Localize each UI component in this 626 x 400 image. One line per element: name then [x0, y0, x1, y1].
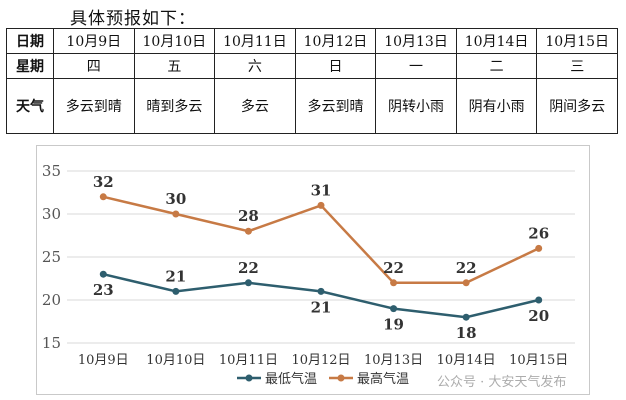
weather-cell: 晴到多云: [133, 78, 216, 134]
date-cell: 10月11日: [214, 28, 296, 54]
data-label: 18: [456, 324, 477, 342]
watermark-text: 公众号 · 大安天气发布: [437, 374, 566, 390]
x-tick-label: 10月10日: [146, 353, 205, 368]
weekday-cell: 三: [536, 53, 618, 79]
weather-cell: 阴转小雨: [375, 78, 457, 134]
chart-svg: 15 20 25 30 35 10月9日 10月10日 10月11日 10月12日 10月13日 1…: [42, 162, 575, 390]
y-tick-label: 15: [42, 334, 61, 352]
data-point: [535, 244, 543, 252]
weekday-cell: 五: [133, 53, 216, 79]
y-tick-label: 35: [42, 162, 61, 180]
x-tick-label: 10月12日: [291, 353, 350, 368]
x-tick-label: 10月13日: [364, 353, 423, 368]
data-label: 19: [383, 316, 404, 334]
data-label: 30: [165, 190, 186, 208]
data-label: 26: [528, 224, 549, 242]
row-header-date: 日期: [6, 28, 54, 54]
intro-text: 具体预报如下：: [70, 9, 196, 29]
data-label: 22: [456, 259, 477, 277]
series-lines: [99, 193, 543, 321]
data-label: 22: [238, 259, 259, 277]
weekday-cell: 日: [294, 53, 377, 79]
weekday-row: 星期 四 五 六 日 一 二 三: [6, 53, 618, 79]
data-point: [99, 270, 107, 278]
data-label: 31: [311, 181, 332, 199]
weather-cell: 阴间多云: [536, 78, 618, 134]
weather-cell: 多云: [214, 78, 296, 134]
legend-label: 最高气温: [357, 371, 409, 387]
data-point: [390, 279, 398, 287]
date-cell: 10月14日: [455, 28, 538, 54]
data-point: [244, 279, 252, 287]
data-point: [99, 193, 107, 201]
weekday-cell: 二: [455, 53, 538, 79]
x-tick-label: 10月11日: [219, 353, 278, 368]
y-tick-label: 25: [42, 248, 61, 266]
weather-cell: 阴有小雨: [455, 78, 538, 134]
x-tick-label: 10月9日: [78, 353, 129, 368]
weekday-cell: 四: [53, 53, 135, 79]
date-cell: 10月12日: [294, 28, 377, 54]
data-label: 20: [528, 307, 549, 325]
date-cell: 10月15日: [536, 28, 618, 54]
weather-cell: 多云到晴: [53, 78, 135, 134]
forecast-table: 日期 10月9日 10月10日 10月11日 10月12日 10月13日 10月…: [6, 28, 618, 134]
data-label: 21: [311, 298, 332, 316]
data-label: 22: [383, 259, 404, 277]
data-point: [390, 305, 398, 313]
y-tick-label: 20: [42, 291, 61, 309]
weather-cell: 多云到晴: [294, 78, 377, 134]
data-label: 23: [93, 281, 114, 299]
data-label: 28: [238, 207, 259, 225]
data-point: [462, 279, 470, 287]
date-cell: 10月10日: [133, 28, 216, 54]
weekday-cell: 一: [375, 53, 457, 79]
temperature-chart: 15 20 25 30 35 10月9日 10月10日 10月11日 10月12日 10月13日 1…: [36, 145, 590, 395]
date-cell: 10月9日: [53, 28, 135, 54]
data-label: 21: [165, 267, 186, 285]
x-tick-label: 10月14日: [437, 353, 496, 368]
data-point: [462, 313, 470, 321]
weather-row: 天气 多云到晴 晴到多云 多云 多云到晴 阴转小雨 阴有小雨 阴间多云: [6, 78, 618, 134]
axis-ticks: 15 20 25 30 35 10月9日 10月10日 10月11日 10月12日 10月13日 1…: [42, 162, 568, 368]
x-tick-label: 10月15日: [509, 353, 568, 368]
grid-lines: [67, 170, 575, 344]
data-point: [535, 296, 543, 304]
row-header-weekday: 星期: [6, 53, 54, 79]
date-cell: 10月13日: [375, 28, 457, 54]
data-labels: 23 21 22 21 19 18 20 32 30 28 31 22 22 26: [93, 173, 549, 342]
legend-marker: [245, 374, 253, 382]
y-tick-label: 30: [42, 205, 61, 223]
legend-marker: [337, 374, 345, 382]
data-point: [172, 210, 180, 218]
date-row: 日期 10月9日 10月10日 10月11日 10月12日 10月13日 10月…: [6, 28, 618, 54]
data-point: [317, 201, 325, 209]
legend-label: 最低气温: [265, 371, 317, 387]
row-header-weather: 天气: [6, 78, 54, 134]
legend: 最低气温 最高气温: [237, 371, 409, 387]
data-point: [244, 227, 252, 235]
data-point: [317, 287, 325, 295]
data-point: [172, 287, 180, 295]
data-label: 32: [93, 173, 114, 191]
weekday-cell: 六: [214, 53, 296, 79]
